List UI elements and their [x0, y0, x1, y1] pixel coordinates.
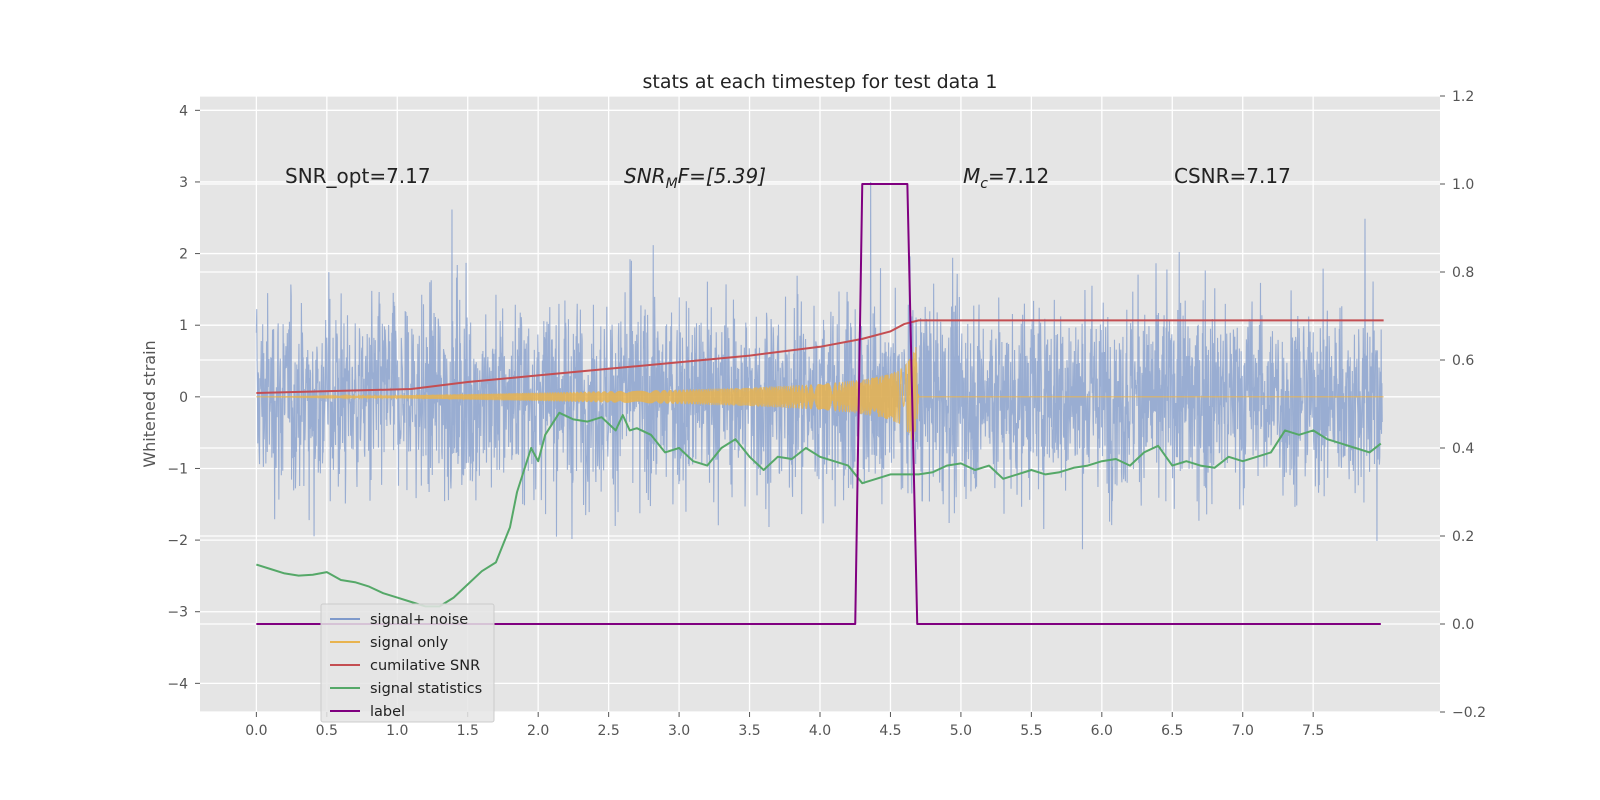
- signal-only-series: [256, 347, 1384, 441]
- x-tick-label: 1.5: [457, 723, 479, 739]
- right-axis-series: [256, 183, 1384, 625]
- series-signal-noise-line: [255, 181, 1383, 550]
- legend-box: [320, 603, 495, 723]
- legend-item-signal-noise: signal+ noise: [330, 612, 468, 628]
- y-tick-label: 1: [179, 318, 188, 334]
- y2-tick-label: 0.8: [1452, 265, 1474, 281]
- y2-tick-label: 0.4: [1452, 441, 1474, 457]
- annotation-mc: Mc=7.12: [963, 164, 1049, 192]
- y2-tick-label: 1.0: [1452, 177, 1474, 193]
- annotation-snr-mf-base: SNR: [624, 164, 666, 188]
- chart-title: stats at each timestep for test data 1: [642, 71, 997, 93]
- x-tick-label: 5.0: [950, 723, 972, 739]
- y-tick-label: 4: [179, 103, 188, 119]
- legend-item-label: label: [330, 704, 405, 720]
- x-tick-label: 2.5: [598, 723, 620, 739]
- annotation-csnr: CSNR=7.17: [1174, 164, 1291, 188]
- x-tick-label: 6.5: [1161, 723, 1183, 739]
- y-tick-label: 2: [179, 247, 188, 263]
- legend-label: label: [370, 704, 405, 720]
- plot-area: [255, 181, 1384, 625]
- series-signal-only-line: [256, 347, 1384, 441]
- annotation-snr-mf-sub: M: [666, 176, 678, 192]
- y-tick-label: −2: [167, 533, 188, 549]
- legend-item-signal-statistics: signal statistics: [330, 681, 482, 697]
- y2-tick-label: 0.0: [1452, 617, 1474, 633]
- axes: 0.0 0.5 1.0 1.5 2.0 2.5 3.0 3.5 4.0 4.5 5.0 5.5 6.0 6…: [167, 89, 1486, 739]
- y-tick-label: 3: [179, 175, 188, 191]
- y-tick-label: −4: [167, 676, 188, 692]
- y2-tick-label: 1.2: [1452, 89, 1474, 105]
- legend-label: signal only: [370, 635, 449, 651]
- y-tick-label: −3: [167, 605, 188, 621]
- annotation-snr-mf: SNRMF=[5.39]: [624, 164, 766, 192]
- x-tick-label: 1.0: [386, 723, 408, 739]
- x-tick-label: 7.5: [1302, 723, 1324, 739]
- annotation-mc-sub: c: [980, 176, 988, 192]
- x-tick-label: 4.5: [879, 723, 901, 739]
- series-signal-statistics-line: [256, 411, 1382, 608]
- legend-item-signal-only: signal only: [330, 635, 449, 651]
- annotation-mc-rest: =7.12: [988, 164, 1049, 188]
- y-tick-label: 0: [179, 390, 188, 406]
- y-tick-label: −1: [167, 461, 188, 477]
- annotation-snr-mf-rest: F=[5.39]: [678, 164, 766, 188]
- y-axis-label: Whitened strain: [140, 340, 159, 467]
- x-tick-label: 3.5: [738, 723, 760, 739]
- series-cumilative-snr-line: [256, 319, 1384, 394]
- legend-label: signal statistics: [370, 681, 482, 697]
- y2-tick-label: 0.2: [1452, 529, 1474, 545]
- series-label-line: [256, 183, 1381, 625]
- legend-label: cumilative SNR: [370, 658, 480, 674]
- y2-tick-label: 0.6: [1452, 353, 1474, 369]
- legend-item-cumilative-snr: cumilative SNR: [330, 658, 480, 674]
- annotation-snr-opt: SNR_opt=7.17: [285, 164, 431, 188]
- x-tick-label: 7.0: [1232, 723, 1254, 739]
- x-tick-label: 3.0: [668, 723, 690, 739]
- legend-label: signal+ noise: [370, 612, 468, 628]
- y2-tick-label: −0.2: [1452, 705, 1486, 721]
- legend: signal+ noise signal only cumilative SNR si…: [320, 603, 495, 723]
- x-tick-label: 4.0: [809, 723, 831, 739]
- x-tick-label: 5.5: [1020, 723, 1042, 739]
- signal-noise-series: [255, 181, 1383, 550]
- annotation-mc-base: M: [963, 164, 980, 188]
- x-tick-label: 6.0: [1091, 723, 1113, 739]
- x-tick-label: 2.0: [527, 723, 549, 739]
- x-tick-label: 0.5: [316, 723, 338, 739]
- x-tick-label: 0.0: [245, 723, 267, 739]
